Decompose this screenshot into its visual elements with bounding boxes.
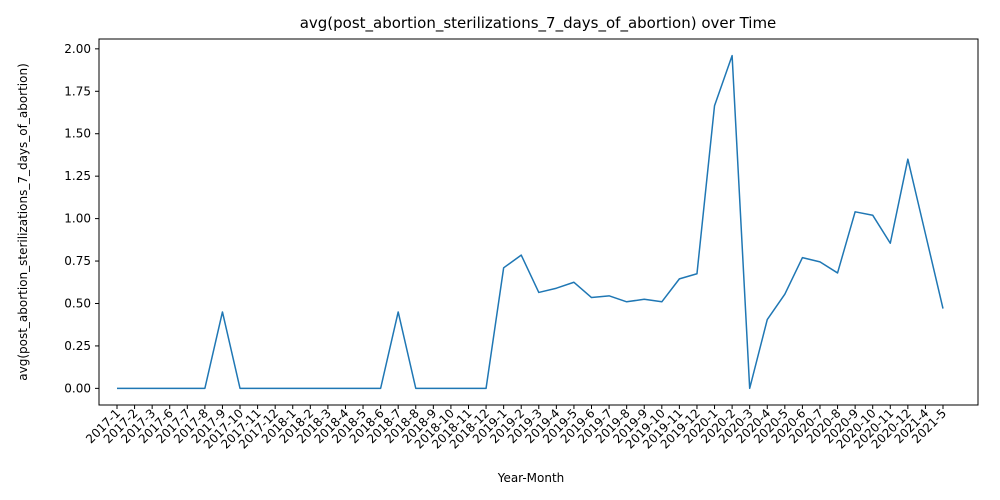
y-tick-label: 0.75 [64,254,91,268]
y-tick-label: 0.25 [64,339,91,353]
y-tick-label: 1.50 [64,127,91,141]
y-tick-label: 2.00 [64,42,91,56]
y-tick-label: 1.75 [64,84,91,98]
y-tick-label: 1.25 [64,169,91,183]
chart-title: avg(post_abortion_sterilizations_7_days_… [300,14,777,33]
y-tick-label: 1.00 [64,212,91,226]
y-tick-label: 0.50 [64,296,91,310]
y-axis-label: avg(post_abortion_sterilizations_7_days_… [16,63,30,381]
y-tick-label: 0.00 [64,381,91,395]
x-axis-label: Year-Month [497,471,565,485]
series-line [117,54,944,390]
x-axis: 2017-12017-22017-32017-62017-72017-82017… [83,405,949,452]
y-axis: 0.00 0.25 0.50 0.75 1.00 1.25 1.50 1.75 2.00 [64,42,99,395]
